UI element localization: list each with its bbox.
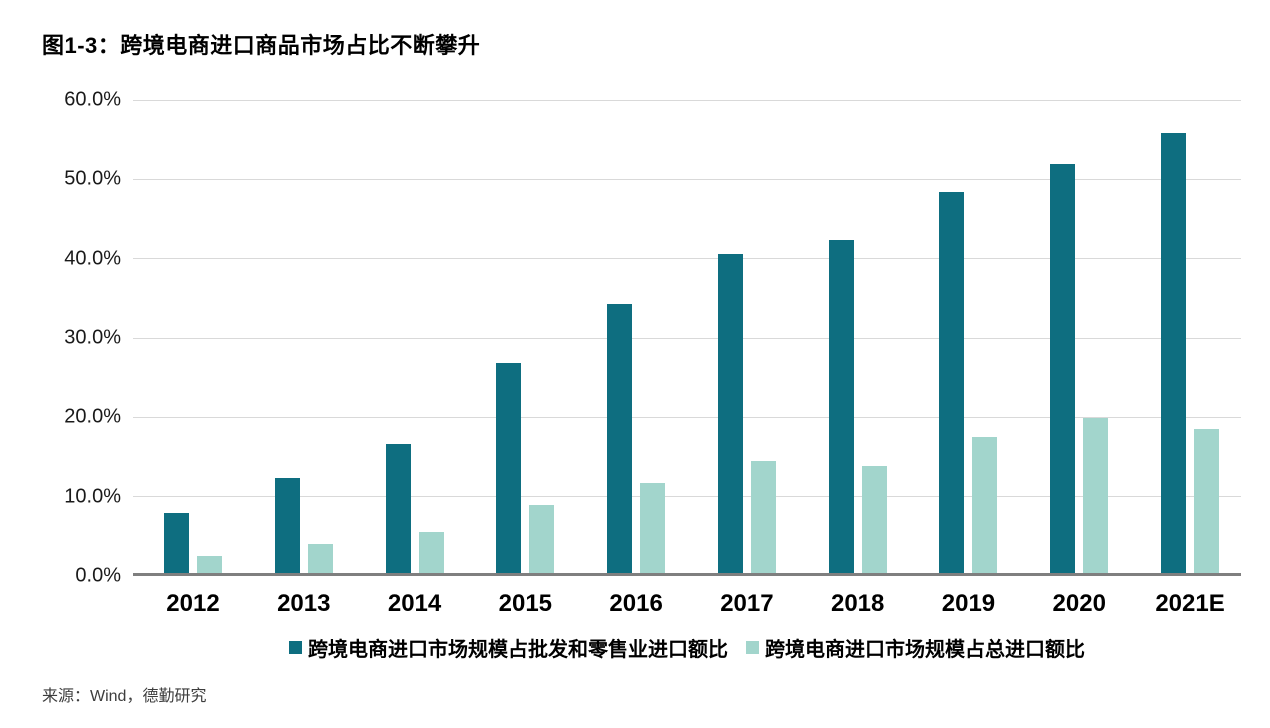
bar-group-2015	[496, 362, 555, 573]
bar-series1-2014	[385, 443, 411, 573]
x-axis-label-2012: 2012	[166, 590, 220, 617]
bar-group-2018	[828, 239, 887, 573]
x-axis-label-2016: 2016	[609, 590, 663, 617]
bar-group-2017	[717, 254, 776, 573]
y-axis-tick-label: 30.0%	[64, 326, 121, 349]
x-axis-label-2019: 2019	[941, 590, 996, 617]
x-axis-label-2020: 2020	[1052, 590, 1106, 617]
bar-group-2016	[607, 304, 666, 573]
y-axis-tick-label: 60.0%	[64, 88, 121, 111]
bar-series2-2017	[750, 461, 776, 573]
legend-label: 跨境电商进口市场规模占批发和零售业进口额比	[308, 639, 728, 661]
bar-series1-2018	[828, 239, 854, 573]
gridline	[133, 416, 1241, 418]
chart-legend: 跨境电商进口市场规模占批发和零售业进口额比 跨境电商进口市场规模占总进口额比	[133, 633, 1241, 662]
gridline	[133, 99, 1241, 101]
bar-group-2020	[1050, 164, 1109, 573]
legend-color-swatch	[746, 641, 759, 654]
bar-group-2013	[274, 477, 333, 573]
bar-series2-2013	[307, 543, 333, 573]
bar-series2-2020	[1083, 418, 1109, 573]
gridline	[133, 496, 1241, 498]
y-axis: 0.0% 10.0% 20.0% 30.0% 40.0% 50.0% 60.0%	[0, 89, 121, 587]
gridline	[133, 337, 1241, 339]
source-note: 来源：Wind，德勤研究	[42, 688, 207, 705]
bar-series2-2015	[529, 504, 555, 573]
y-axis-tick-label: 20.0%	[64, 405, 121, 428]
y-axis-tick-label: 50.0%	[64, 167, 121, 190]
bar-series2-2018	[861, 465, 887, 573]
bar-series1-2015	[496, 362, 522, 573]
y-axis-tick-label: 40.0%	[64, 247, 121, 270]
legend-item-series1: 跨境电商进口市场规模占批发和零售业进口额比	[289, 633, 728, 662]
x-axis-label-2021E: 2021E	[1155, 590, 1225, 617]
bar-series1-2019	[939, 192, 965, 573]
legend-item-series2: 跨境电商进口市场规模占总进口额比	[746, 633, 1085, 662]
legend-color-swatch	[289, 641, 302, 654]
x-axis-label-2013: 2013	[277, 590, 331, 617]
x-axis-label-2017: 2017	[720, 590, 774, 617]
bar-series1-2017	[717, 254, 743, 573]
legend-label: 跨境电商进口市场规模占总进口额比	[765, 639, 1085, 661]
bar-chart-plot-area	[133, 99, 1241, 576]
bar-series2-2012	[197, 556, 222, 573]
bar-series2-2016	[640, 483, 666, 573]
bar-group-2014	[385, 443, 444, 573]
bar-series1-2012	[164, 512, 189, 573]
bar-series1-2021E	[1161, 132, 1187, 573]
bar-series2-2014	[418, 531, 444, 573]
gridline	[133, 178, 1241, 180]
x-axis-label-2015: 2015	[498, 590, 553, 617]
chart-title: 图1-3：跨境电商进口商品市场占比不断攀升	[42, 33, 481, 58]
gridline	[133, 258, 1241, 260]
bar-series2-2021E	[1194, 428, 1220, 573]
bar-series2-2019	[972, 436, 998, 573]
bar-series1-2016	[607, 304, 633, 573]
x-axis-label-2018: 2018	[830, 590, 885, 617]
bar-series1-2020	[1050, 164, 1076, 573]
x-axis: 2012 2013 2014 2015 2016 2017 2018 2019 2020 2021…	[133, 590, 1241, 622]
x-axis-label-2014: 2014	[387, 590, 442, 617]
bar-series1-2013	[274, 477, 300, 573]
y-axis-tick-label: 0.0%	[75, 564, 121, 587]
y-axis-tick-label: 10.0%	[64, 485, 121, 508]
bar-group-2019	[939, 192, 998, 573]
bar-group-2012	[164, 512, 222, 573]
bar-group-2021E	[1161, 132, 1220, 573]
